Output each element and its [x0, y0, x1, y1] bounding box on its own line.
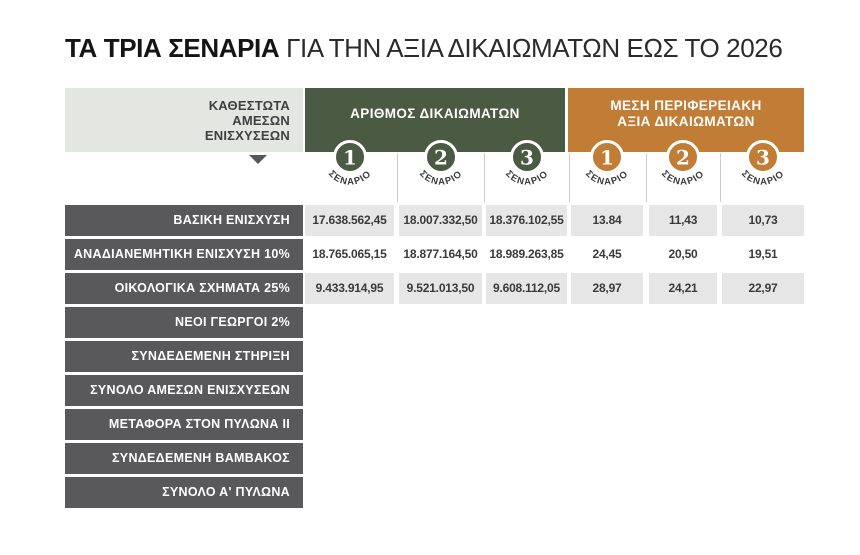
column-divider: [484, 153, 485, 202]
scenario-word: ΣΕΝΑΡΙΟ: [417, 168, 465, 187]
scenario-number: 2: [434, 146, 448, 170]
scenario-badge-group2-2: 2 ΣΕΝΑΡΙΟ: [645, 140, 721, 198]
title-rest: ΓΙΑ ΤΗΝ ΑΞΙΑ ΔΙΚΑΙΩΜΑΤΩΝ ΕΩΣ ΤΟ 2026: [279, 33, 783, 63]
scenario-word: ΣΕΝΑΡΙΟ: [659, 168, 707, 187]
value-cell: 20,50: [668, 247, 698, 261]
scenario-circle: [332, 140, 367, 174]
scenario-badge-group1-1: 1 ΣΕΝΑΡΙΟ: [312, 140, 388, 198]
row-label: ΣΥΝΟΛΟ Α' ΠΥΛΩΝΑ: [65, 477, 303, 508]
arrow-down-icon: [249, 155, 267, 164]
scenario-circle: [509, 140, 544, 174]
column-header-direct-aid-regimes: ΚΑΘΕΣΤΩΤΑ ΑΜΕΣΩΝ ΕΝΙΣΧΥΣΕΩΝ: [65, 88, 303, 152]
scenario-circle: [666, 140, 700, 174]
row-label: ΣΥΝΔΕΔΕΜΕΝΗ ΒΑΜΒΑΚΟΣ: [65, 443, 303, 474]
row-label: ΒΑΣΙΚΗ ΕΝΙΣΧΥΣΗ: [65, 205, 303, 236]
value-cell: 10,73: [722, 205, 804, 236]
title-emphasis: ΤΑ ΤΡΙΑ ΣΕΝΑΡΙΑ: [65, 33, 280, 63]
scenario-number: 1: [343, 146, 357, 170]
value-cell: 22,97: [722, 273, 804, 304]
scenario-badge-group2-1: 1 ΣΕΝΑΡΙΟ: [569, 140, 645, 198]
value-cell: 13.84: [571, 205, 643, 236]
scenario-circle: [746, 140, 780, 174]
value-cell: 18.007.332,50: [399, 205, 482, 236]
scenario-number: 3: [756, 146, 770, 170]
scenario-number: 1: [600, 146, 614, 170]
row-label: ΣΥΝΔΕΔΕΜΕΝΗ ΣΤΗΡΙΞΗ: [65, 341, 303, 372]
value-cell: 18.989.263,85: [489, 247, 564, 261]
value-cell: 11,43: [649, 205, 717, 236]
column-divider: [569, 153, 570, 202]
row-label: ΣΥΝΟΛΟ ΑΜΕΣΩΝ ΕΝΙΣΧΥΣΕΩΝ: [65, 375, 303, 406]
value-cell: 19,51: [748, 247, 778, 261]
column-divider: [719, 153, 721, 202]
value-cell: 28,97: [571, 273, 643, 304]
scenario-badge-group2-3: 3 ΣΕΝΑΡΙΟ: [725, 140, 801, 198]
scenario-circle: [423, 140, 458, 174]
value-cell: 17.638.562,45: [305, 205, 394, 236]
value-cell: 18.765.065,15: [312, 247, 387, 261]
page-title: ΤΑ ΤΡΙΑ ΣΕΝΑΡΙΑ ΓΙΑ ΤΗΝ ΑΞΙΑ ΔΙΚΑΙΩΜΑΤΩΝ…: [65, 33, 783, 64]
scenario-badge-group1-2: 2 ΣΕΝΑΡΙΟ: [403, 140, 479, 198]
scenario-circle: [590, 140, 624, 174]
value-cell: 9.433.914,95: [305, 273, 394, 304]
row-label: ΜΕΤΑΦΟΡΑ ΣΤΟΝ ΠΥΛΩΝΑ ΙΙ: [65, 409, 303, 440]
row-label: ΝΕΟΙ ΓΕΩΡΓΟΙ 2%: [65, 307, 303, 338]
value-cell: 18.376.102,55: [486, 205, 567, 236]
column-divider: [396, 153, 398, 202]
scenario-badge-group1-3: 3 ΣΕΝΑΡΙΟ: [489, 140, 565, 198]
value-cell: 24,21: [649, 273, 717, 304]
value-cell: 9.521.013,50: [399, 273, 482, 304]
scenario-word: ΣΕΝΑΡΙΟ: [739, 168, 787, 187]
row-label: ΑΝΑΔΙΑΝΕΜΗΤΙΚΗ ΕΝΙΣΧΥΣΗ 10%: [65, 239, 303, 270]
row-label: ΟΙΚΟΛΟΓΙΚΑ ΣΧΗΜΑΤΑ 25%: [65, 273, 303, 304]
scenario-word: ΣΕΝΑΡΙΟ: [503, 168, 551, 187]
scenario-number: 3: [520, 146, 534, 170]
column-divider: [646, 153, 647, 202]
scenario-word: ΣΕΝΑΡΙΟ: [326, 168, 374, 187]
value-cell: 24,45: [592, 247, 622, 261]
scenario-word: ΣΕΝΑΡΙΟ: [583, 168, 631, 187]
value-cell: 18.877.164,50: [403, 247, 478, 261]
value-cell: 9.608.112,05: [486, 273, 567, 304]
scenario-number: 2: [676, 146, 690, 170]
